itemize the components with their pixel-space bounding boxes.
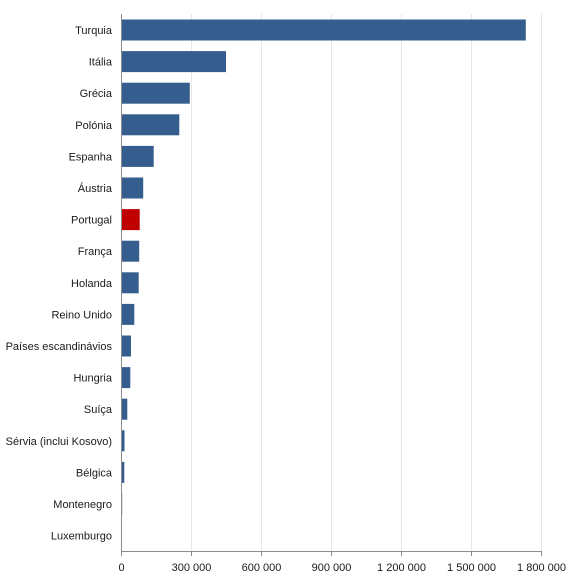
bar [121,114,180,136]
category-label: Reino Unido [51,309,112,321]
bar [121,367,131,389]
bar [121,145,154,167]
bar [121,51,226,73]
category-label: Portugal [71,215,112,227]
category-label: Luxemburgo [51,531,112,543]
bar [121,272,139,294]
gridlines [191,14,542,551]
x-tick-label: 1 200 000 [377,562,426,574]
bar [121,335,131,357]
category-label: Holanda [71,278,113,290]
category-label: Grécia [80,88,113,100]
category-label: Sérvia (inclui Kosovo) [6,436,112,448]
x-tick-label: 900 000 [312,562,352,574]
category-label: Polónia [75,120,113,132]
bar [121,19,526,41]
bar [121,398,128,420]
bar [121,177,144,199]
axes [121,14,542,556]
category-label: França [78,246,113,258]
bar [121,430,125,452]
category-label: Bélgica [76,467,113,479]
category-label: Espanha [69,151,113,163]
category-label: Suíça [84,404,113,416]
category-label: Países escandinávios [6,341,113,353]
category-label: Montenegro [53,499,112,511]
bars [121,19,526,547]
x-tick-label: 1 800 000 [517,562,566,574]
bar [121,82,190,104]
x-tick-label: 1 500 000 [447,562,496,574]
bar [121,303,135,325]
bar [121,240,140,262]
category-label: Itália [89,57,113,69]
x-tick-label: 600 000 [242,562,282,574]
category-label: Áustria [78,182,113,195]
category-label: Turquia [75,25,113,37]
bar [121,461,125,483]
category-label: Hungria [73,373,112,385]
x-tick-label: 0 [118,562,124,574]
category-labels: Turquia Itália Grécia Polónia Espanha Áustria… [6,25,113,543]
x-tick-labels: 0 300 000 600 000 900 000 1 200 000 1 500 000… [118,562,566,574]
bar [121,209,140,231]
x-tick-label: 300 000 [172,562,212,574]
